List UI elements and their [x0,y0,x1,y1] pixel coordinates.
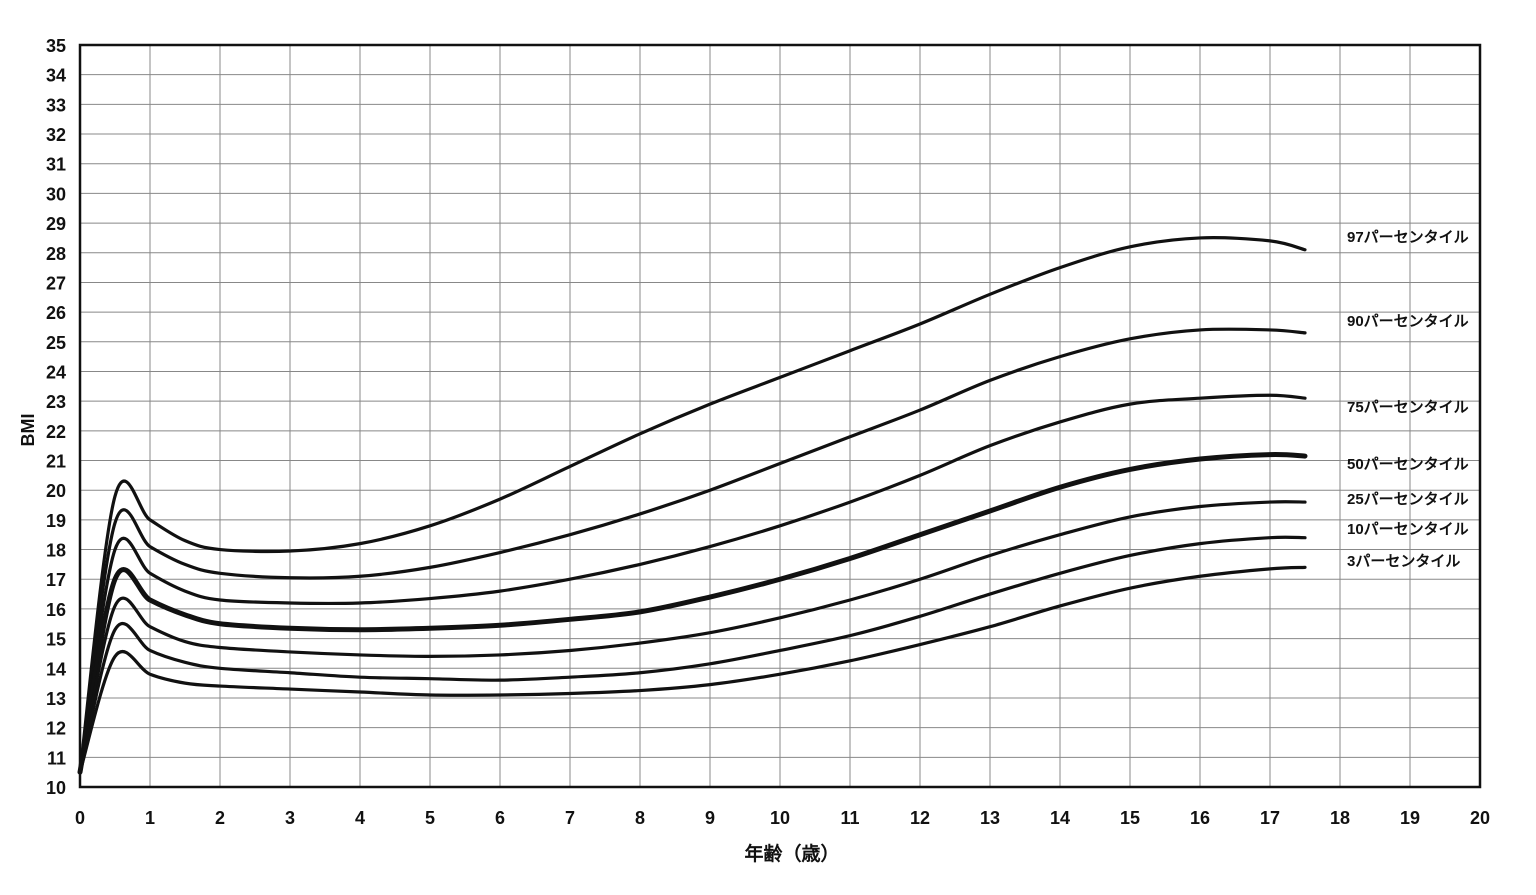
x-tick-label: 15 [1120,808,1140,828]
curve-97パーセンタイル [78,236,1307,774]
x-axis-label: 年齢（歳） [744,842,839,865]
series-label: 75パーセンタイル [1347,399,1469,416]
x-tick-label: 3 [285,808,295,828]
y-tick-label: 33 [46,95,66,115]
y-tick-labels: 10 11 12 13 14 15 16 17 18 19 20 21 22 23 24 25 26 27 28 29… [46,36,66,798]
curve-90パーセンタイル [78,327,1307,774]
curve-75パーセンタイル [78,393,1307,774]
x-tick-label: 17 [1260,808,1280,828]
y-tick-label: 11 [47,748,66,768]
y-tick-label: 29 [46,214,66,234]
y-tick-label: 23 [46,392,66,412]
series-label: 25パーセンタイル [1347,491,1469,508]
curve-50パーセンタイル [77,451,1308,775]
x-tick-label: 4 [355,808,365,828]
y-tick-label: 18 [46,541,66,561]
y-tick-label: 28 [46,244,66,264]
y-tick-label: 34 [46,66,66,86]
y-tick-label: 19 [46,511,66,531]
x-tick-label: 6 [495,808,505,828]
series-label: 3パーセンタイル [1347,553,1460,570]
series-label: 50パーセンタイル [1347,456,1469,473]
y-tick-label: 25 [46,333,66,353]
y-axis-label: BMI [18,414,38,447]
y-tick-label: 16 [46,600,66,620]
x-tick-label: 16 [1190,808,1210,828]
x-tick-label: 19 [1400,808,1420,828]
y-tick-label: 26 [46,303,66,323]
x-tick-label: 5 [425,808,435,828]
y-tick-label: 15 [46,630,66,650]
x-tick-label: 11 [840,808,859,828]
y-tick-label: 21 [46,452,66,472]
curve-10パーセンタイル [78,535,1307,774]
x-tick-label: 12 [910,808,930,828]
y-tick-label: 17 [46,570,66,590]
x-tick-label: 20 [1470,808,1490,828]
x-tick-label: 1 [145,808,155,828]
y-tick-label: 24 [46,362,66,382]
x-tick-label: 2 [215,808,225,828]
plot-frame [78,43,1482,789]
x-tick-label: 13 [980,808,1000,828]
x-tick-label: 18 [1330,808,1350,828]
x-tick-label: 8 [635,808,645,828]
x-tick-labels: 0 1 2 3 4 5 6 7 8 9 10 11 12 13 14 15 16 17 18 19 20 [75,808,1490,828]
y-tick-label: 12 [46,719,66,739]
x-tick-label: 10 [770,808,790,828]
y-tick-label: 20 [46,481,66,501]
curve-25パーセンタイル [78,500,1307,774]
y-tick-label: 27 [46,273,66,293]
series-label: 90パーセンタイル [1347,313,1469,330]
series-labels: 97パーセンタイル 90パーセンタイル 75パーセンタイル 50パーセンタイル 25パー… [1347,229,1469,570]
y-tick-label: 31 [46,155,66,175]
x-tick-label: 0 [75,808,85,828]
series-label: 97パーセンタイル [1347,229,1469,246]
x-tick-label: 14 [1050,808,1070,828]
y-tick-label: 32 [46,125,66,145]
x-tick-label: 9 [705,808,715,828]
y-tick-label: 10 [46,778,66,798]
y-tick-label: 22 [46,422,66,442]
percentile-curves [77,236,1308,775]
y-tick-label: 14 [46,659,66,679]
x-tick-label: 7 [565,808,575,828]
y-tick-label: 35 [46,36,66,56]
y-tick-label: 30 [46,184,66,204]
series-label: 10パーセンタイル [1347,521,1469,538]
curve-3パーセンタイル [78,565,1307,774]
y-tick-label: 13 [46,689,66,709]
